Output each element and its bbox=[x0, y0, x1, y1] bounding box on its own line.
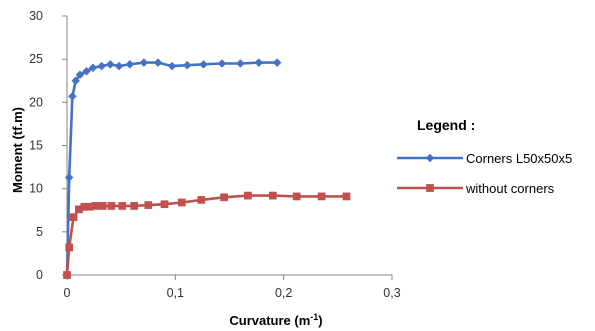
y-tick-label: 30 bbox=[29, 9, 43, 23]
legend-entry: without corners bbox=[397, 181, 555, 196]
legend-entries: Corners L50x50x5 without corners bbox=[397, 151, 572, 196]
series-1 bbox=[62, 58, 282, 280]
x-tick-label: 0,3 bbox=[383, 286, 400, 300]
y-tick-label: 10 bbox=[29, 182, 43, 196]
data-point bbox=[342, 192, 351, 201]
data-point bbox=[91, 202, 100, 210]
data-point bbox=[197, 196, 206, 204]
data-point bbox=[153, 58, 163, 67]
data-point bbox=[139, 58, 149, 67]
data-point bbox=[105, 59, 115, 69]
data-point bbox=[88, 63, 98, 73]
legend-marker bbox=[426, 184, 434, 192]
data-point bbox=[69, 213, 78, 222]
x-axis-title-close: ) bbox=[318, 313, 322, 328]
data-point bbox=[82, 66, 91, 76]
data-point bbox=[97, 61, 107, 71]
data-point bbox=[68, 91, 77, 101]
series-2 bbox=[63, 191, 351, 279]
data-point bbox=[65, 243, 74, 252]
data-point bbox=[199, 59, 208, 69]
y-ticks: 0 5 10 15 20 25 30 bbox=[29, 9, 67, 282]
data-point bbox=[182, 60, 192, 70]
y-axis-title: Moment (tf.m) bbox=[10, 107, 25, 193]
legend-label: Corners L50x50x5 bbox=[466, 151, 572, 166]
legend-entry: Corners L50x50x5 bbox=[397, 151, 572, 166]
x-axis-title: Curvature (m-1) bbox=[229, 312, 322, 328]
data-point bbox=[63, 271, 71, 279]
y-tick-label: 15 bbox=[29, 139, 43, 153]
data-point bbox=[317, 192, 326, 201]
y-tick-label: 0 bbox=[36, 268, 43, 282]
data-point bbox=[254, 58, 264, 67]
x-axis-title-text: Curvature (m bbox=[229, 313, 310, 328]
data-point bbox=[125, 59, 135, 69]
data-point bbox=[244, 191, 252, 200]
data-point bbox=[292, 192, 301, 201]
x-tick-label: 0,1 bbox=[167, 286, 184, 300]
data-point bbox=[114, 61, 124, 71]
data-point bbox=[160, 200, 169, 209]
y-tick-label: 20 bbox=[29, 95, 43, 109]
legend-label: without corners bbox=[465, 181, 555, 196]
data-point bbox=[98, 202, 107, 210]
data-point bbox=[64, 173, 74, 182]
legend-marker bbox=[425, 153, 435, 163]
data-point bbox=[107, 202, 116, 210]
legend-title: Legend : bbox=[417, 117, 475, 133]
data-point bbox=[268, 191, 277, 200]
data-point bbox=[177, 198, 186, 207]
axes bbox=[66, 16, 392, 276]
x-tick-label: 0 bbox=[64, 286, 71, 300]
legend: Legend : Corners L50x50x5 without corners bbox=[397, 117, 572, 196]
x-tick-label: 0,2 bbox=[275, 286, 292, 300]
data-point bbox=[75, 70, 85, 80]
data-point bbox=[167, 61, 177, 71]
data-point bbox=[235, 59, 245, 68]
data-point bbox=[272, 58, 282, 67]
y-tick-label: 25 bbox=[29, 52, 43, 66]
data-point bbox=[217, 59, 227, 68]
data-point bbox=[118, 202, 127, 210]
data-point bbox=[71, 76, 81, 86]
data-point bbox=[144, 201, 153, 209]
plot-series bbox=[62, 58, 351, 280]
y-tick-label: 5 bbox=[36, 225, 43, 239]
x-axis-title-superscript: -1 bbox=[310, 312, 318, 322]
x-ticks: 0 0,1 0,2 0,3 bbox=[64, 275, 401, 300]
data-point bbox=[130, 202, 139, 210]
data-point bbox=[220, 193, 228, 202]
series-line bbox=[65, 61, 278, 276]
